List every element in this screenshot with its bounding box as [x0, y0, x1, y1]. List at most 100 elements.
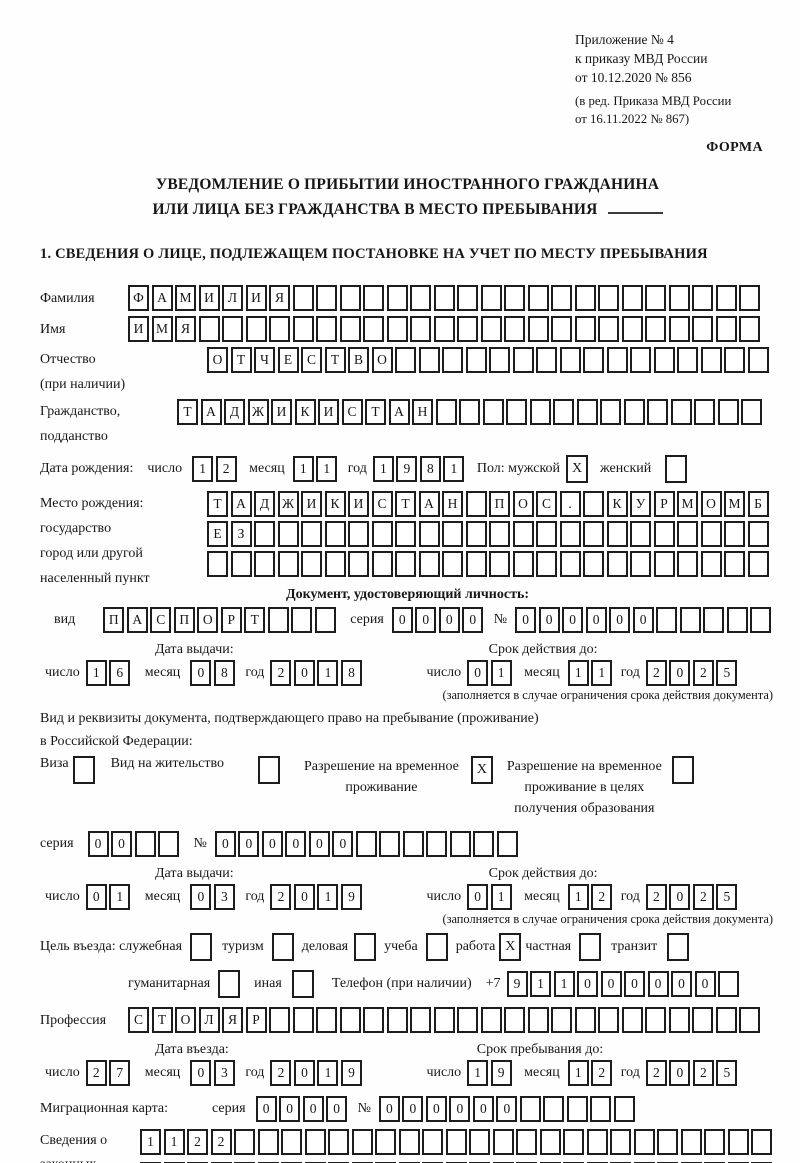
cell [621, 316, 643, 342]
cell [442, 551, 463, 577]
cell: . [559, 491, 581, 517]
cell [551, 1007, 572, 1033]
field-label-line: город или другой [40, 546, 143, 561]
edu-residence-label: Разрешение на временное проживание в целя… [507, 756, 662, 819]
cell: 0 [87, 831, 109, 857]
cell [292, 1007, 314, 1033]
profession-label: Профессия [40, 1008, 128, 1033]
year-label: год [620, 889, 640, 904]
cell: 1 [567, 660, 589, 686]
cell [606, 551, 628, 577]
field-label-line: законных [40, 1153, 140, 1163]
cell [559, 521, 581, 547]
citizenship-label: Гражданство, подданство [40, 399, 177, 449]
cell: 1 [140, 1129, 161, 1155]
purpose-private-label: частная [525, 939, 572, 954]
cell [739, 1007, 760, 1033]
cell: 2 [645, 884, 667, 910]
cell [741, 399, 762, 425]
cell [677, 521, 698, 547]
valid-until-heading: Срок действия до: [488, 642, 598, 657]
field-label-line: Место рождения: [40, 496, 144, 511]
cell [445, 1129, 467, 1155]
cell [324, 521, 346, 547]
cell [668, 285, 690, 311]
cell: 2 [692, 1060, 714, 1086]
cell [339, 316, 361, 342]
cell [254, 551, 275, 577]
cell [653, 521, 675, 547]
cell [418, 551, 440, 577]
cell: О [197, 607, 219, 633]
option-label-line: Разрешение на временное [303, 759, 459, 774]
cell: 1 [553, 971, 575, 997]
form-body: Фамилия Ф А М И Л И Я Имя И М Я Отчество (при наличии… [40, 285, 775, 1163]
field-label-line: Имя [40, 321, 66, 337]
cell [386, 285, 408, 311]
cell: А [388, 399, 410, 425]
cell: 0 [302, 1096, 324, 1122]
cell: 9 [506, 971, 528, 997]
cell [371, 521, 393, 547]
cell [590, 1096, 612, 1122]
cell: 0 [378, 1096, 400, 1122]
cell [583, 551, 604, 577]
cell: 2 [591, 884, 613, 910]
purpose-humanitarian-label: гуманитарная [128, 976, 211, 991]
birthplace-label: Место рождения: государство город или друг… [40, 491, 207, 591]
form-row: гуманитарная иная Телефон (при наличии) +7 9… [40, 970, 775, 998]
cell: С [536, 491, 557, 517]
cell: М [724, 491, 745, 517]
cell [623, 399, 645, 425]
cell [355, 831, 377, 857]
form-row: Виза Вид на жительство Разрешение на време… [40, 756, 775, 819]
residence-doc-text-1: Вид и реквизиты документа, подтверждающе… [40, 711, 539, 726]
cell: 0 [669, 1060, 691, 1086]
cell [301, 521, 322, 547]
cell: 0 [669, 660, 691, 686]
cell [739, 285, 760, 311]
cell: 6 [109, 660, 131, 686]
field-label-line: (при наличии) [40, 377, 126, 392]
cell [314, 607, 336, 633]
issue-date-heading: Дата выдачи: [155, 642, 234, 657]
cell: 1 [372, 456, 394, 482]
cell: 0 [261, 831, 283, 857]
cell: 2 [270, 660, 292, 686]
field-label-line: подданство [40, 429, 108, 444]
cell [496, 831, 518, 857]
cell [536, 551, 557, 577]
cell: 1 [85, 660, 107, 686]
cell [457, 285, 478, 311]
cell [506, 399, 527, 425]
cell: 9 [490, 1060, 512, 1086]
cell: Т [151, 1007, 173, 1033]
order-revision-line: от 16.11.2022 № 867) [575, 112, 690, 126]
cell: М [175, 285, 196, 311]
cell [277, 551, 299, 577]
year-label: год [620, 665, 640, 680]
purpose-tourism-label: туризм [222, 939, 264, 954]
field-label-line: Гражданство, [40, 404, 121, 419]
cell: 0 [562, 607, 584, 633]
cell [395, 521, 416, 547]
cell: И [198, 285, 220, 311]
cell: 0 [85, 884, 107, 910]
order-reference-block: Приложение № 4 к приказу МВД России от 1… [575, 30, 775, 128]
birthdate-label: Дата рождения: [40, 461, 134, 476]
form-marker: ФОРМА [706, 140, 763, 155]
surname-label: Фамилия [40, 286, 128, 311]
cell [739, 316, 760, 342]
cell [645, 1007, 666, 1033]
